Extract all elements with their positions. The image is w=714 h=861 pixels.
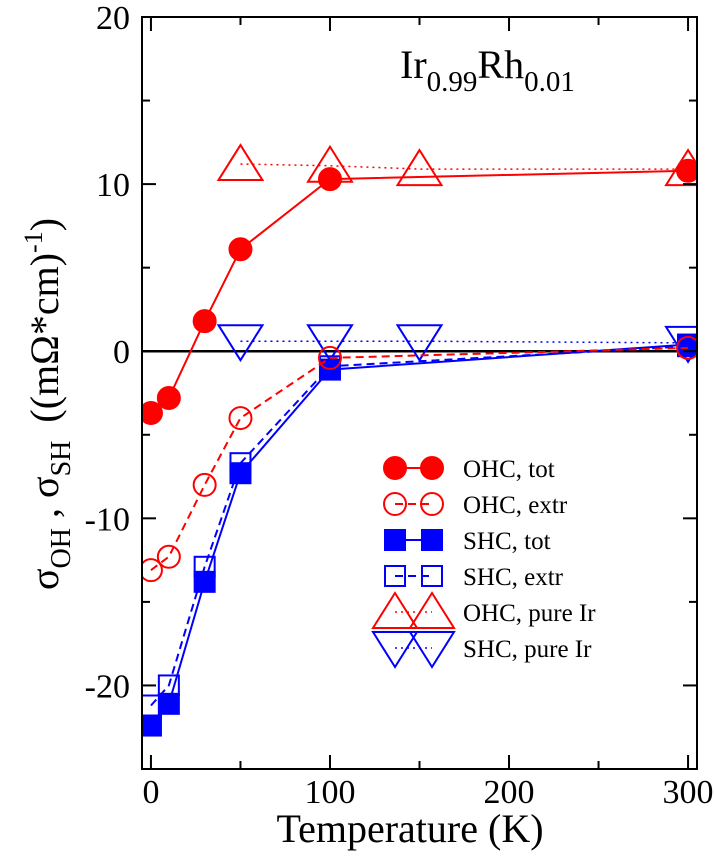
- data-point-shc-tot-1: [157, 692, 180, 715]
- x-tick-label: 0: [142, 774, 159, 811]
- series-shc-pure-ir: [216, 324, 697, 364]
- y-tick-label: 20: [96, 0, 130, 37]
- annot-rh: Rh: [477, 42, 524, 87]
- legend-item-ohc-tot: OHC, tot: [383, 456, 555, 483]
- data-point-shc-tot-2: [193, 570, 216, 593]
- legend-item-shc-pure-ir: SHC, pure Ir: [371, 631, 592, 669]
- series-line-ohc-tot: [150, 169, 689, 414]
- data-point-ohc-tot-3: [228, 237, 253, 262]
- legend-marker: [420, 492, 444, 516]
- data-point-ohc-pure-ir-2: [395, 148, 444, 187]
- legend-label: SHC, pure Ir: [463, 636, 592, 663]
- y-tick-label: -10: [85, 501, 130, 538]
- x-tick-label: 200: [484, 774, 535, 811]
- data-point-shc-tot-3: [229, 462, 252, 485]
- legend-label: OHC, tot: [463, 456, 555, 483]
- data-point-ohc-tot-0: [142, 401, 163, 426]
- legend-marker: [371, 591, 419, 629]
- data-point-ohc-pure-ir-0: [216, 143, 265, 182]
- data-point-ohc-extr-5: [676, 335, 697, 360]
- series-ohc-tot: [142, 158, 697, 426]
- series-shc-extr: [142, 335, 697, 717]
- series-line-ohc-pure-ir: [240, 163, 689, 170]
- y-title-sigma-oh: σ: [22, 568, 67, 590]
- data-point-ohc-tot-1: [156, 386, 181, 411]
- legend-marker: [421, 529, 443, 551]
- legend-marker: [384, 565, 406, 587]
- legend-marker: [383, 456, 407, 480]
- y-title-units: ((mΩ*cm): [22, 253, 67, 423]
- series-shc-tot: [142, 333, 697, 737]
- svg-text:σOH , σSH((mΩ*cm)-1): σOH , σSH((mΩ*cm)-1): [19, 218, 77, 590]
- data-point-ohc-extr-4: [317, 345, 342, 370]
- y-title-comma: ,: [22, 498, 67, 528]
- y-title-exponent: -1: [19, 231, 48, 253]
- y-tick-label: 0: [113, 334, 130, 371]
- y-axis-title: σOH , σSH((mΩ*cm)-1): [19, 218, 77, 590]
- legend-marker: [384, 529, 406, 551]
- legend-marker: [408, 631, 456, 669]
- data-point-ohc-extr-3: [228, 406, 253, 431]
- legend-item-shc-extr: SHC, extr: [384, 564, 564, 591]
- x-tick-label: 100: [304, 774, 355, 811]
- annot-rh-sub: 0.01: [524, 66, 575, 98]
- legend-marker: [371, 631, 419, 669]
- x-tick-label: 300: [663, 774, 714, 811]
- annot-ir: Ir: [400, 42, 427, 87]
- legend: OHC, tot OHC, extr SHC, tot SHC, extr OHC, p…: [371, 456, 596, 669]
- series-ohc-pure-ir: [216, 143, 697, 187]
- legend-marker: [420, 456, 444, 480]
- legend-label: OHC, extr: [463, 492, 568, 519]
- legend-marker: [383, 492, 407, 516]
- annot-ir-sub: 0.99: [427, 66, 478, 98]
- legend-marker: [408, 591, 456, 629]
- y-title-sub-oh: OH: [46, 528, 77, 568]
- data-point-ohc-extr-2: [192, 472, 217, 497]
- x-axis-title: Temperature (K): [276, 806, 543, 851]
- legend-label: SHC, tot: [463, 528, 551, 555]
- plot-frame: [141, 16, 698, 770]
- legend-item-ohc-pure-ir: OHC, pure Ir: [371, 591, 596, 629]
- y-tick-label: 10: [96, 167, 130, 204]
- series-line-ohc-extr: [150, 346, 689, 571]
- y-title-sigma-sh: σ: [22, 476, 67, 498]
- y-title-sub-sh: SH: [46, 441, 77, 477]
- data-point-shc-pure-ir-2: [395, 324, 444, 363]
- legend-marker: [421, 565, 443, 587]
- y-tick-label: -20: [85, 668, 130, 705]
- series-ohc-extr: [142, 335, 697, 583]
- legend-item-ohc-extr: OHC, extr: [383, 492, 568, 519]
- data-point-ohc-extr-1: [156, 544, 181, 569]
- data-point-ohc-tot-5: [676, 158, 697, 183]
- data-point-ohc-tot-4: [317, 167, 342, 192]
- series-line-shc-tot: [150, 343, 689, 727]
- legend-label: SHC, extr: [463, 564, 564, 591]
- data-point-shc-pure-ir-0: [216, 324, 265, 363]
- y-title-close: ): [22, 218, 67, 231]
- legend-item-shc-tot: SHC, tot: [384, 528, 551, 555]
- composition-annotation: Ir0.99Rh0.01: [400, 42, 575, 98]
- series-line-shc-extr: [150, 345, 689, 707]
- data-point-shc-pure-ir-1: [306, 324, 354, 363]
- series-line-shc-pure-ir: [240, 340, 689, 344]
- data-point-ohc-tot-2: [192, 309, 217, 334]
- data-point-shc-tot-0: [142, 714, 162, 737]
- data-point-ohc-extr-0: [142, 558, 163, 583]
- legend-label: OHC, pure Ir: [463, 600, 596, 627]
